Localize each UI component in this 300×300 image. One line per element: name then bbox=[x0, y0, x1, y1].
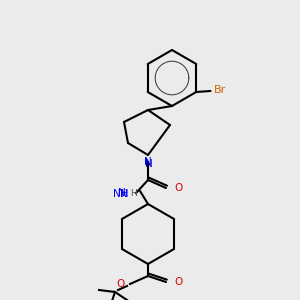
Text: N: N bbox=[120, 189, 128, 199]
Text: H: H bbox=[130, 188, 137, 197]
Text: O: O bbox=[174, 277, 182, 287]
Text: N: N bbox=[118, 188, 126, 198]
Text: N: N bbox=[144, 157, 152, 167]
Text: O: O bbox=[117, 279, 125, 289]
Text: N: N bbox=[145, 159, 153, 169]
Text: O: O bbox=[174, 183, 182, 193]
Text: NH: NH bbox=[112, 189, 128, 199]
Text: Br: Br bbox=[214, 85, 226, 95]
